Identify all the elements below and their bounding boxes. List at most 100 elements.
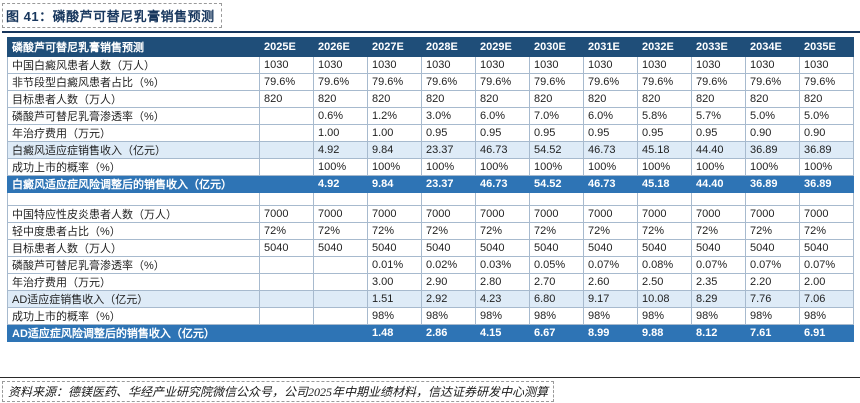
value-cell: 79.6% bbox=[799, 73, 854, 91]
title-block: 图 41：磷酸芦可替尼乳膏销售预测 bbox=[0, 0, 860, 33]
row-label-cell: 年治疗费用（万元） bbox=[7, 273, 260, 291]
value-cell: 5040 bbox=[475, 239, 530, 257]
value-cell: 7.76 bbox=[745, 290, 800, 308]
value-cell: 5040 bbox=[745, 239, 800, 257]
value-cell: 820 bbox=[475, 90, 530, 108]
value-cell: 6.0% bbox=[475, 107, 530, 125]
row-label-cell: 年治疗费用（万元） bbox=[7, 124, 260, 142]
value-cell: 45.18 bbox=[637, 141, 692, 159]
value-cell: 820 bbox=[529, 90, 584, 108]
value-cell: 1030 bbox=[637, 56, 692, 74]
row-label-cell bbox=[7, 192, 260, 206]
value-cell: 0.05% bbox=[529, 256, 584, 274]
value-cell: 9.84 bbox=[367, 175, 422, 193]
value-cell bbox=[259, 124, 314, 142]
value-cell: 1030 bbox=[529, 56, 584, 74]
value-cell: 10.08 bbox=[637, 290, 692, 308]
row-label-cell: AD适应症销售收入（亿元） bbox=[7, 290, 260, 308]
value-cell bbox=[583, 192, 638, 206]
value-cell: 44.40 bbox=[691, 175, 746, 193]
value-cell: 0.01% bbox=[367, 256, 422, 274]
table-row: 中国白癜风患者人数（万人） 1030 1030 1030 1030 1030 1030 103… bbox=[7, 56, 854, 74]
value-cell bbox=[421, 192, 476, 206]
value-cell: 7000 bbox=[691, 205, 746, 223]
year-header-cell: 2032E bbox=[637, 37, 692, 57]
value-cell bbox=[367, 192, 422, 206]
value-cell: 7000 bbox=[745, 205, 800, 223]
table-header-row: 磷酸芦可替尼乳膏销售预测 2025E 2026E 2027E 2028E 2029E 20… bbox=[7, 37, 854, 57]
value-cell: 5.0% bbox=[745, 107, 800, 125]
value-cell: 79.6% bbox=[745, 73, 800, 91]
row-label-cell: 非节段型白癜风患者占比（%） bbox=[7, 73, 260, 91]
value-cell: 0.95 bbox=[637, 124, 692, 142]
value-cell: 100% bbox=[691, 158, 746, 176]
year-header-cell: 2028E bbox=[421, 37, 476, 57]
value-cell: 46.73 bbox=[583, 175, 638, 193]
value-cell bbox=[637, 192, 692, 206]
year-header-cell: 2035E bbox=[799, 37, 854, 57]
value-cell: 2.00 bbox=[799, 273, 854, 291]
value-cell: 6.67 bbox=[529, 324, 584, 342]
year-header-cell: 2033E bbox=[691, 37, 746, 57]
value-cell: 100% bbox=[583, 158, 638, 176]
value-cell: 98% bbox=[691, 307, 746, 325]
row-label-cell: 中国白癜风患者人数（万人） bbox=[7, 56, 260, 74]
value-cell: 4.23 bbox=[475, 290, 530, 308]
value-cell: 820 bbox=[691, 90, 746, 108]
value-cell: 6.91 bbox=[799, 324, 854, 342]
value-cell: 72% bbox=[583, 222, 638, 240]
value-cell: 5040 bbox=[799, 239, 854, 257]
value-cell: 820 bbox=[637, 90, 692, 108]
year-header-cell: 2026E bbox=[313, 37, 368, 57]
value-cell bbox=[259, 324, 314, 342]
value-cell: 23.37 bbox=[421, 141, 476, 159]
value-cell: 100% bbox=[421, 158, 476, 176]
value-cell: 6.80 bbox=[529, 290, 584, 308]
value-cell: 1030 bbox=[313, 56, 368, 74]
value-cell bbox=[313, 324, 368, 342]
value-cell: 2.90 bbox=[421, 273, 476, 291]
year-header-cell: 2027E bbox=[367, 37, 422, 57]
value-cell: 1030 bbox=[691, 56, 746, 74]
value-cell: 72% bbox=[475, 222, 530, 240]
row-label-cell: 白癜风适应症风险调整后的销售收入（亿元） bbox=[7, 175, 260, 193]
value-cell: 7000 bbox=[259, 205, 314, 223]
value-cell: 3.0% bbox=[421, 107, 476, 125]
value-cell: 5040 bbox=[691, 239, 746, 257]
value-cell: 820 bbox=[313, 90, 368, 108]
table-row: 轻中度患者占比（%） 72% 72% 72% 72% 72% 72% 72% 72% 72% 72%… bbox=[7, 222, 854, 240]
value-cell: 54.52 bbox=[529, 175, 584, 193]
value-cell bbox=[259, 141, 314, 159]
row-label-cell: 成功上市的概率（%） bbox=[7, 158, 260, 176]
source-note: 资料来源：德镁医药、华经产业研究院微信公众号，公司2025年中期业绩材料，信达证… bbox=[2, 381, 555, 402]
value-cell bbox=[799, 192, 854, 206]
value-cell: 8.12 bbox=[691, 324, 746, 342]
value-cell: 1.51 bbox=[367, 290, 422, 308]
value-cell: 7000 bbox=[475, 205, 530, 223]
value-cell: 5.7% bbox=[691, 107, 746, 125]
value-cell: 2.35 bbox=[691, 273, 746, 291]
value-cell: 1030 bbox=[745, 56, 800, 74]
year-header-cell: 2029E bbox=[475, 37, 530, 57]
value-cell: 46.73 bbox=[583, 141, 638, 159]
value-cell: 9.17 bbox=[583, 290, 638, 308]
table-header-label: 磷酸芦可替尼乳膏销售预测 bbox=[7, 37, 260, 57]
table-row: 中国特应性皮炎患者人数（万人） 7000 7000 7000 7000 7000 7000 7… bbox=[7, 205, 854, 223]
value-cell: 79.6% bbox=[367, 73, 422, 91]
value-cell: 0.95 bbox=[475, 124, 530, 142]
value-cell bbox=[259, 175, 314, 193]
value-cell bbox=[313, 307, 368, 325]
table-row: AD适应症销售收入（亿元） 1.51 2.92 4.23 6.80 9.17 10.08 8.… bbox=[7, 290, 854, 308]
value-cell: 6.0% bbox=[583, 107, 638, 125]
value-cell bbox=[259, 273, 314, 291]
value-cell: 0.95 bbox=[529, 124, 584, 142]
value-cell: 1030 bbox=[475, 56, 530, 74]
value-cell: 5040 bbox=[313, 239, 368, 257]
table-row: 成功上市的概率（%） 98% 98% 98% 98% 98% 98% 98% 98% 98% bbox=[7, 307, 854, 325]
value-cell: 7.06 bbox=[799, 290, 854, 308]
value-cell: 98% bbox=[421, 307, 476, 325]
value-cell: 23.37 bbox=[421, 175, 476, 193]
value-cell: 7000 bbox=[799, 205, 854, 223]
value-cell: 98% bbox=[799, 307, 854, 325]
